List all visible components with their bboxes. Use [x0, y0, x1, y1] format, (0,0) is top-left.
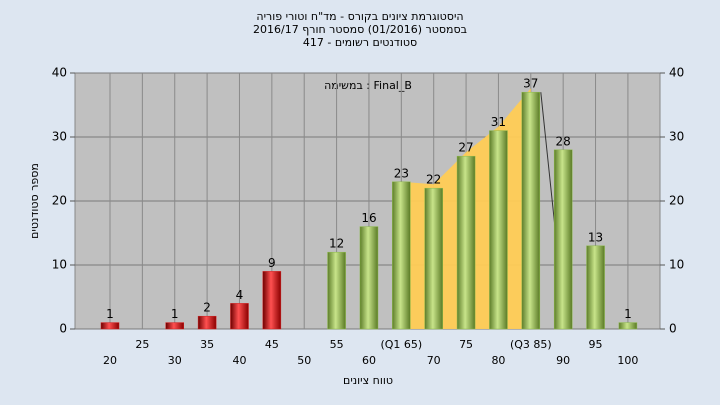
x-tick-label: 75 [459, 338, 473, 351]
value-label: 37 [523, 77, 538, 91]
title-line: בסמסטר (01/2016) סמסטר חורף 2016/17 [253, 23, 467, 36]
x-tick-label: 90 [556, 354, 570, 367]
bar [100, 322, 120, 330]
x-tick-label: 20 [103, 354, 117, 367]
x-tick-label: (Q3 85) [510, 338, 552, 351]
bar [327, 251, 346, 330]
bar [197, 315, 217, 330]
value-label: 22 [426, 173, 441, 187]
value-label: 1 [106, 307, 114, 321]
bar [618, 322, 638, 330]
y-tick-label: 10 [52, 258, 67, 272]
value-label: 27 [458, 141, 473, 155]
bar [521, 91, 541, 330]
y2-tick-label: 40 [669, 66, 684, 80]
x-tick-label: 95 [589, 338, 603, 351]
y-tick-label: 30 [52, 130, 67, 144]
y-tick-label: 20 [52, 194, 67, 208]
bar [489, 130, 508, 330]
x-tick-label: 60 [362, 354, 376, 367]
value-label: 1 [171, 307, 179, 321]
y2-tick-label: 30 [669, 130, 684, 144]
x-tick-label: 50 [297, 354, 311, 367]
y2-tick-label: 20 [669, 194, 684, 208]
title-line: סטודנטים רשומים - 417 [303, 36, 417, 49]
x-tick-label: (Q1 65) [380, 338, 422, 351]
y2-tick-label: 0 [669, 322, 677, 336]
x-tick-label: 70 [427, 354, 441, 367]
x-tick-label: 55 [330, 338, 344, 351]
bar [165, 322, 184, 330]
bar [424, 187, 443, 330]
y-axis-label: מספר סטודנטים [28, 163, 41, 239]
x-tick-label: 40 [232, 354, 246, 367]
value-label: 31 [491, 115, 506, 129]
x-tick-label: 45 [265, 338, 279, 351]
bar [456, 155, 476, 330]
value-label: 13 [588, 230, 603, 244]
annotation: במשימה : Final_B [324, 79, 412, 92]
bar [586, 245, 605, 330]
x-tick-label: 80 [491, 354, 505, 367]
value-label: 1 [624, 307, 632, 321]
value-label: 2 [203, 301, 211, 315]
value-label: 23 [394, 166, 409, 180]
bar [230, 303, 249, 330]
x-tick-label: 35 [200, 338, 214, 351]
y-tick-label: 40 [52, 66, 67, 80]
bar [262, 271, 282, 330]
bar [392, 181, 411, 330]
value-label: 16 [361, 211, 376, 225]
value-label: 9 [268, 256, 276, 270]
x-tick-label: 25 [135, 338, 149, 351]
value-label: 28 [556, 134, 571, 148]
bar [359, 226, 379, 330]
x-tick-label: 100 [617, 354, 638, 367]
y-tick-label: 0 [59, 322, 67, 336]
x-tick-label: 30 [168, 354, 182, 367]
x-axis-label: טווח ציונים [343, 374, 393, 387]
y2-tick-label: 10 [669, 258, 684, 272]
value-label: 4 [236, 288, 244, 302]
value-label: 12 [329, 237, 344, 251]
bar [553, 149, 573, 330]
title-line: היסטוגרמת ציונים בקורס - מד"ח וטורי פורי… [256, 10, 463, 23]
